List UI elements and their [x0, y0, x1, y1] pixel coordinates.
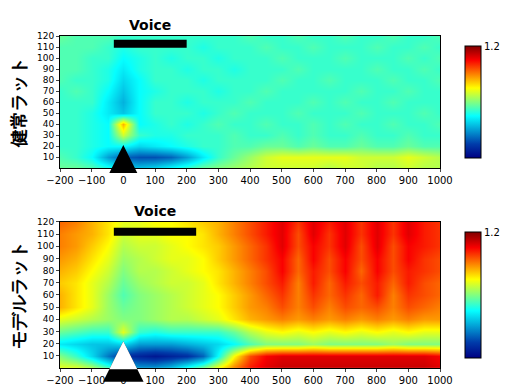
svg-text:80: 80	[43, 75, 55, 85]
svg-text:110: 110	[37, 42, 54, 52]
svg-text:90: 90	[43, 254, 55, 264]
svg-text:120: 120	[37, 217, 54, 227]
svg-text:1000: 1000	[427, 175, 452, 186]
svg-text:400: 400	[240, 375, 259, 386]
svg-text:70: 70	[43, 278, 55, 288]
svg-text:900: 900	[399, 175, 418, 186]
svg-text:Voice: Voice	[129, 17, 171, 33]
svg-text:700: 700	[335, 375, 354, 386]
svg-text:80: 80	[43, 266, 55, 276]
svg-text:120: 120	[37, 31, 54, 41]
svg-text:300: 300	[209, 375, 228, 386]
svg-text:500: 500	[272, 175, 291, 186]
svg-text:800: 800	[367, 375, 386, 386]
svg-text:110: 110	[37, 229, 54, 239]
svg-text:400: 400	[240, 175, 259, 186]
svg-text:100: 100	[145, 175, 164, 186]
svg-text:50: 50	[43, 302, 55, 312]
svg-text:60: 60	[43, 97, 55, 107]
svg-text:500: 500	[272, 375, 291, 386]
svg-text:20: 20	[43, 339, 55, 349]
svg-text:20: 20	[43, 141, 55, 151]
svg-text:70: 70	[43, 86, 55, 96]
svg-text:1.2: 1.2	[484, 227, 500, 238]
svg-text:40: 40	[43, 119, 55, 129]
svg-text:1.2: 1.2	[484, 41, 500, 52]
svg-text:−200: −200	[46, 175, 73, 186]
svg-text:0: 0	[120, 175, 126, 186]
svg-text:200: 200	[177, 175, 196, 186]
svg-text:−200: −200	[46, 375, 73, 386]
svg-text:30: 30	[43, 130, 55, 140]
svg-text:0: 0	[120, 375, 126, 386]
svg-text:100: 100	[37, 241, 54, 251]
svg-text:300: 300	[209, 175, 228, 186]
svg-text:50: 50	[43, 108, 55, 118]
svg-text:60: 60	[43, 290, 55, 300]
svg-text:700: 700	[335, 175, 354, 186]
svg-text:−100: −100	[78, 175, 105, 186]
svg-text:10: 10	[43, 152, 55, 162]
svg-text:30: 30	[43, 327, 55, 337]
svg-text:900: 900	[399, 375, 418, 386]
svg-text:600: 600	[304, 375, 323, 386]
svg-text:100: 100	[145, 375, 164, 386]
svg-text:1000: 1000	[427, 375, 452, 386]
svg-text:40: 40	[43, 314, 55, 324]
svg-text:健常ラット: 健常ラット	[8, 57, 29, 148]
svg-text:200: 200	[177, 375, 196, 386]
svg-text:モデルラット: モデルラット	[8, 241, 29, 349]
svg-text:600: 600	[304, 175, 323, 186]
svg-text:−100: −100	[78, 375, 105, 386]
svg-text:800: 800	[367, 175, 386, 186]
svg-text:90: 90	[43, 64, 55, 74]
svg-text:Voice: Voice	[134, 203, 176, 219]
svg-text:10: 10	[43, 351, 55, 361]
svg-text:100: 100	[37, 53, 54, 63]
